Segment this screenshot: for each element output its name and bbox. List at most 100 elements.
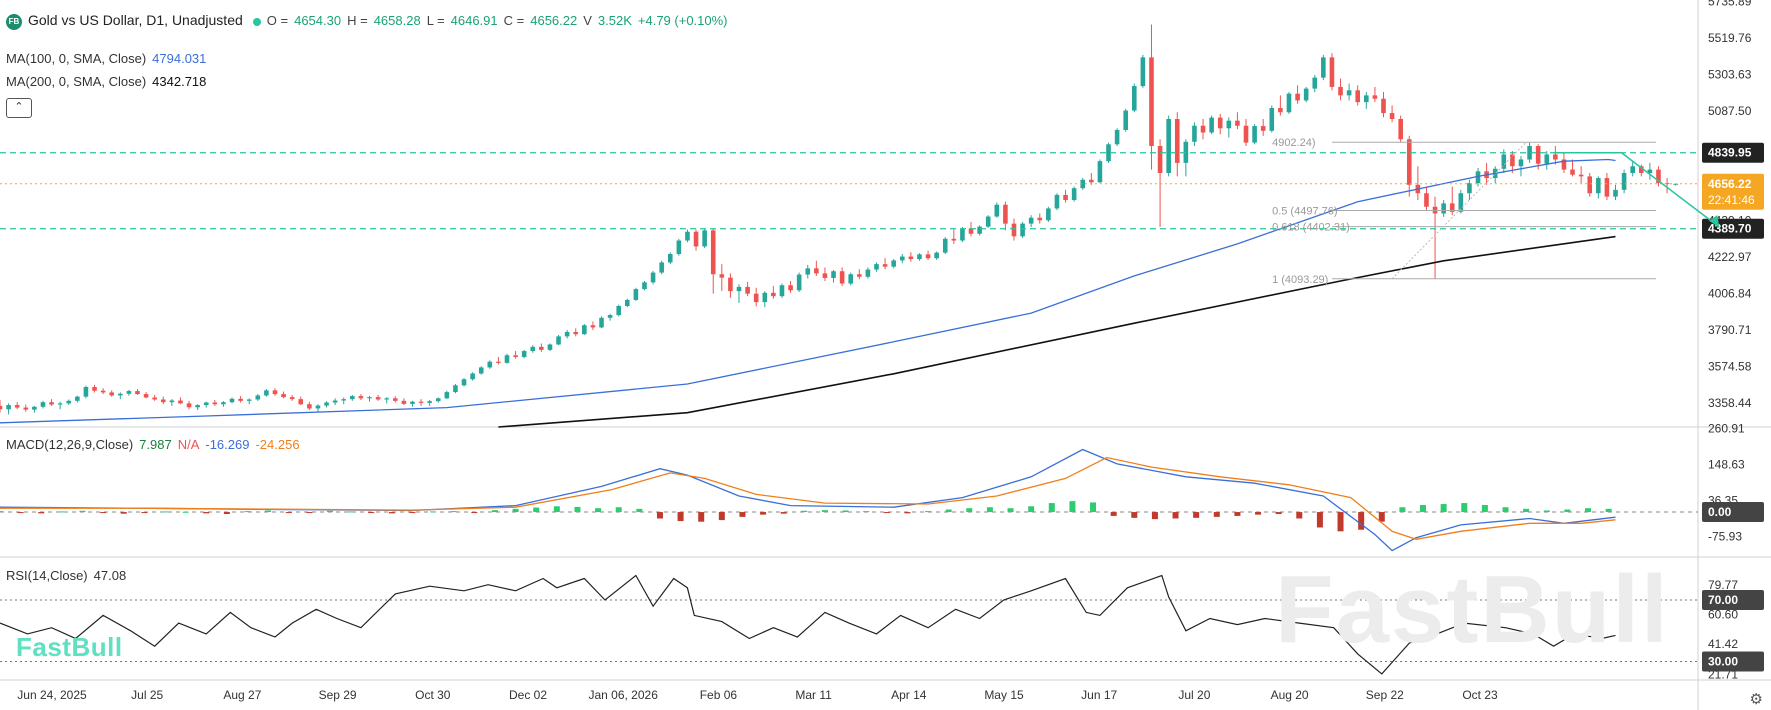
rsi-axis-tick-label: 41.42 [1708,637,1738,651]
macd-histogram-bar [430,511,437,513]
candle-body [1157,145,1163,173]
macd-histogram-bar [182,511,189,513]
candle-body [796,274,802,291]
fib-level-label: 0.618 (4402.31) [1272,222,1350,234]
candle-body [899,256,905,261]
candle-body [1269,108,1275,131]
candle-body [1424,193,1429,207]
price-axis-tick-label: 4222.97 [1708,250,1752,264]
macd-histogram-bar [1007,508,1014,513]
candle-body [951,238,957,241]
candle-body [255,395,261,400]
macd-histogram-bar [698,512,705,522]
close-value: 4656.22 [530,13,578,28]
ma100-line [0,158,1616,424]
candle-body [607,315,613,318]
fib-level-label: 0.5 (4497.76) [1272,206,1337,218]
macd-label: MACD(12,26,9,Close) [6,437,134,452]
candle-body [1329,57,1335,87]
rsi-line [0,574,1616,675]
candle-body [667,254,673,263]
candle-body [779,285,785,297]
macd-axis-tick-label: 148.63 [1708,457,1745,471]
candle-body [350,396,355,400]
macd-na-value: N/A [177,437,200,452]
macd-histogram-bar [512,508,519,513]
price-legend: FB Gold vs US Dollar, D1, Unadjusted O = 46… [6,12,734,30]
candle-body [762,292,768,303]
macd-histogram-bar [677,512,684,522]
candle-body [264,390,269,396]
candle-body [212,402,218,405]
candle-body [6,405,11,410]
macd-histogram-bar [1420,505,1427,513]
candle-body [1192,125,1197,142]
candle-body [814,268,819,274]
macd-histogram-bar [1151,512,1158,520]
candle-body [478,367,484,374]
macd-legend[interactable]: MACD(12,26,9,Close) 7.987 N/A -16.269 -24.25… [6,437,306,452]
x-axis-tick-label: Jun 17 [1081,688,1117,702]
rsi-legend[interactable]: RSI(14,Close) 47.08 [6,568,132,583]
macd-line [0,448,1616,552]
candle-body [1054,194,1060,209]
candle-body [556,336,561,345]
current-price-box [1702,173,1764,210]
candle-body [1131,86,1137,111]
candle-body [1553,154,1558,160]
candle-body [504,355,510,363]
symbol-title[interactable]: Gold vs US Dollar, D1, Unadjusted [28,12,243,28]
candle-body [358,396,364,399]
macd-histogram-bar [1605,508,1612,513]
ma200-legend[interactable]: MA(200, 0, SMA, Close) 4342.718 [6,74,212,89]
candle-body [1174,118,1180,163]
macd-signal-value: -24.256 [255,437,300,452]
candle-body [487,361,493,368]
candle-body [66,400,72,404]
collapse-legend-button[interactable]: ⌃ [6,98,32,118]
x-axis-tick-label: Sep 29 [319,688,357,702]
candle-body [857,274,862,277]
candle-body [246,399,252,401]
candle-body [547,344,553,350]
candle-body [0,405,3,410]
candle-body [985,216,991,227]
x-axis-tick-label: Jan 06, 2026 [588,688,658,702]
macd-histogram-bar [760,512,767,515]
candle-body [1389,113,1395,119]
macd-histogram-bar [1585,508,1592,513]
candle-body [1003,204,1008,224]
candle-body [1286,93,1292,113]
ma100-legend[interactable]: MA(100, 0, SMA, Close) 4794.031 [6,51,212,66]
candle-body [702,230,707,247]
macd-histogram-bar [1440,504,1447,513]
candle-body [324,402,329,406]
gear-icon[interactable]: ⚙ [1749,691,1763,708]
candle-body [221,402,226,405]
candle-body [642,282,647,290]
candle-body [676,240,682,255]
macd-histogram-bar [1378,512,1385,522]
x-axis-tick-label: Oct 30 [415,688,451,702]
candle-body [925,254,931,259]
candle-body [135,391,140,395]
macd-histogram-bar [409,512,416,514]
candle-body [1656,169,1661,184]
candle-body [1149,57,1154,146]
rsi-level-box [1702,590,1764,611]
candle-body [169,400,175,403]
candle-body [160,399,166,403]
rsi-level-label: 30.00 [1708,655,1738,669]
candle-body [1011,223,1017,237]
rsi-level-label: 70.00 [1708,593,1738,607]
macd-histogram-bar [1316,512,1323,528]
macd-histogram-bar [1255,512,1262,515]
candle-body [650,272,656,283]
candle-body [753,293,759,303]
macd-histogram-bar [244,511,251,513]
macd-histogram-bar [904,512,911,514]
macd-histogram-bar [553,506,560,513]
candle-body [100,390,106,393]
